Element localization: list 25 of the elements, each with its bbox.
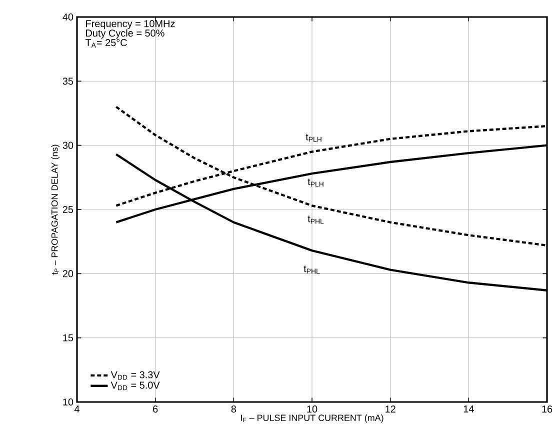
y-tick-label: 35	[62, 78, 74, 85]
x-tick-label: 12	[386, 406, 396, 412]
y-tick-label: 40	[62, 13, 74, 21]
x-axis-title: I$_{F}$ – PULSE INPUT CURRENT (mA)	[241, 414, 384, 423]
annotation: T$_{A}$= 25°C	[85, 39, 127, 48]
x-tick-label: 14	[464, 406, 474, 412]
y-tick-label: 20	[62, 270, 74, 278]
x-tick-label: 10	[307, 406, 318, 413]
x-tick-label: 6	[153, 406, 158, 413]
y-axis-title: t$_{P}$ – PROPAGATION DELAY (ns)	[51, 144, 60, 275]
annotation: t$_{PLH}$	[308, 178, 324, 187]
x-tick-label: 4	[74, 406, 80, 412]
y-tick-label: 30	[62, 142, 74, 149]
y-tick-label: 15	[63, 334, 74, 342]
annotation: t$_{PHL}$	[304, 266, 320, 274]
x-tick-label: 8	[231, 406, 236, 413]
annotation: t$_{PLH}$	[306, 134, 322, 142]
legend-label: V$_{DD}$ = 3.3V	[110, 371, 160, 380]
y-tick-label: 10	[63, 398, 74, 406]
annotation: Frequency = 10MHz	[86, 20, 175, 30]
y-tick-label: 25	[62, 206, 74, 214]
annotation: t$_{PHL}$	[308, 216, 324, 224]
x-tick-label: 16	[542, 406, 552, 413]
annotation: Duty Cycle = 50%	[86, 29, 164, 39]
legend-label: V$_{DD}$ = 5.0V	[110, 382, 160, 390]
